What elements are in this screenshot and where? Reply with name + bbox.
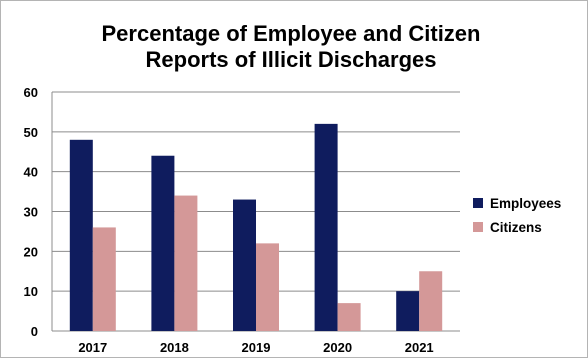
y-axis-ticks: 0 10 20 30 40 50 60 [24, 85, 38, 339]
legend-swatch-employees [473, 198, 483, 208]
x-tick-label: 2017 [78, 340, 107, 355]
legend-label-employees: Employees [490, 196, 561, 211]
x-tick-label: 2021 [405, 340, 434, 355]
y-tick-label: 30 [24, 205, 38, 220]
bar-employees-2019 [233, 199, 256, 331]
y-tick-label: 40 [24, 165, 38, 180]
bar-employees-2020 [314, 123, 338, 331]
chart-title-line-2: Reports of Illicit Discharges [145, 47, 437, 72]
bar-employees-2018 [151, 155, 175, 331]
y-tick-label: 0 [31, 324, 38, 339]
bar-citizens-2017 [92, 227, 116, 331]
y-tick-label: 60 [24, 85, 38, 100]
legend: Employees Citizens [473, 196, 561, 235]
y-tick-label: 10 [24, 284, 38, 299]
chart-title-line-1: Percentage of Employee and Citizen [101, 21, 481, 46]
bar-citizens-2021 [419, 271, 443, 331]
bars [69, 123, 443, 331]
legend-label-citizens: Citizens [490, 220, 542, 235]
bar-citizens-2020 [337, 303, 361, 331]
bar-employees-2021 [396, 291, 420, 331]
x-axis-ticks: 2017 2018 2019 2020 2021 [78, 340, 433, 355]
legend-swatch-citizens [473, 222, 483, 232]
x-tick-label: 2020 [323, 340, 352, 355]
y-tick-label: 20 [24, 244, 38, 259]
y-tick-label: 50 [24, 125, 38, 140]
bar-citizens-2018 [174, 195, 198, 331]
chart-title: Percentage of Employee and Citizen Repor… [41, 21, 541, 73]
bar-employees-2017 [69, 139, 93, 331]
bar-citizens-2019 [256, 243, 279, 331]
x-tick-label: 2019 [242, 340, 271, 355]
x-tick-label: 2018 [160, 340, 189, 355]
